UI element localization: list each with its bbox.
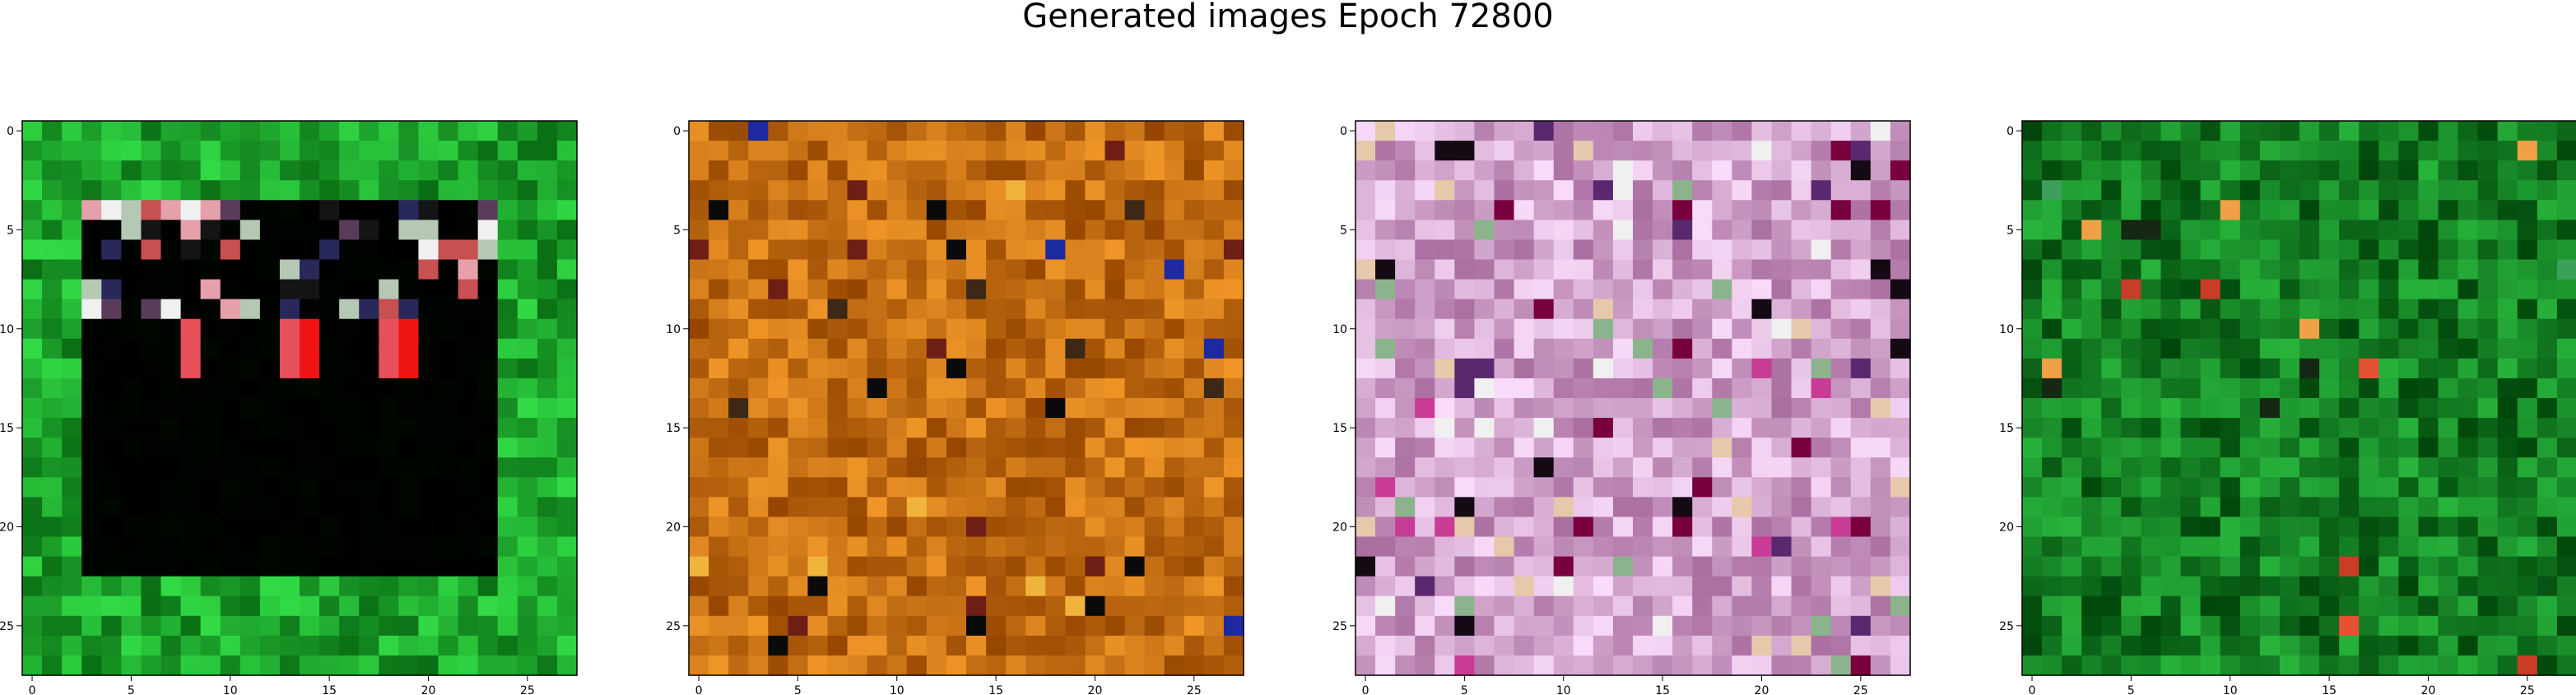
y-tick-label: 20 [666, 521, 681, 534]
x-tick-label: 5 [1461, 684, 1468, 695]
y-tick-label: 15 [1332, 422, 1347, 435]
x-tick-label: 0 [695, 684, 703, 695]
y-tick-label: 10 [1332, 323, 1347, 336]
y-tick-label: 0 [1340, 125, 1347, 138]
x-tick-label: 10 [223, 684, 238, 695]
panel-frame [2021, 120, 2576, 676]
y-tick-label: 25 [0, 620, 14, 633]
x-tick-label: 10 [1556, 684, 1571, 695]
figure-title: Generated images Epoch 72800 [1022, 0, 1554, 35]
y-tick-label: 25 [1999, 620, 2014, 633]
x-tick-label: 20 [1088, 684, 1103, 695]
panel-frame [21, 120, 578, 676]
panel-4: 0 5 10 15 20 25 0 5 10 15 20 25 [1999, 120, 2576, 695]
y-tick-label: 15 [1999, 422, 2014, 435]
x-tick-label: 15 [988, 684, 1003, 695]
panel-frame [688, 120, 1244, 676]
y-tick-label: 10 [1999, 323, 2014, 336]
y-tick-label: 20 [1332, 521, 1347, 534]
x-tick-label: 10 [890, 684, 904, 695]
y-tick-label: 25 [666, 620, 681, 633]
x-tick-label: 0 [29, 684, 36, 695]
y-tick-label: 0 [7, 125, 14, 138]
panel-2: 0 5 10 15 20 25 0 5 10 15 20 25 [666, 120, 1244, 695]
y-tick-label: 5 [673, 224, 681, 237]
y-tick-label: 0 [2006, 125, 2014, 138]
y-tick-label: 15 [666, 422, 681, 435]
x-tick-label: 0 [2029, 684, 2036, 695]
x-tick-label: 5 [2127, 684, 2135, 695]
y-tick-label: 5 [7, 224, 14, 237]
y-tick-label: 5 [2006, 224, 2014, 237]
y-tick-label: 15 [0, 422, 14, 435]
x-tick-label: 5 [794, 684, 802, 695]
x-tick-label: 25 [2520, 684, 2535, 695]
x-tick-label: 10 [2223, 684, 2238, 695]
panel-3: 0 5 10 15 20 25 0 5 10 15 20 25 [1332, 120, 1911, 695]
y-tick-label: 10 [666, 323, 681, 336]
x-tick-label: 20 [1755, 684, 1769, 695]
y-tick-label: 0 [673, 125, 681, 138]
y-tick-label: 20 [0, 521, 14, 534]
y-tick-label: 5 [1340, 224, 1347, 237]
x-tick-label: 15 [322, 684, 337, 695]
panel-1: 0 5 10 15 20 25 0 5 10 15 20 25 [0, 120, 578, 695]
x-tick-label: 25 [1853, 684, 1868, 695]
x-tick-label: 25 [520, 684, 535, 695]
x-tick-label: 15 [1655, 684, 1670, 695]
y-tick-label: 10 [0, 323, 14, 336]
y-tick-label: 25 [1332, 620, 1347, 633]
x-tick-label: 20 [421, 684, 436, 695]
x-tick-label: 0 [1362, 684, 1369, 695]
panel-frame [1355, 120, 1911, 676]
x-tick-label: 15 [2322, 684, 2337, 695]
x-tick-label: 25 [1187, 684, 1202, 695]
x-tick-label: 20 [2421, 684, 2436, 695]
y-tick-label: 20 [1999, 521, 2014, 534]
x-tick-label: 5 [128, 684, 135, 695]
